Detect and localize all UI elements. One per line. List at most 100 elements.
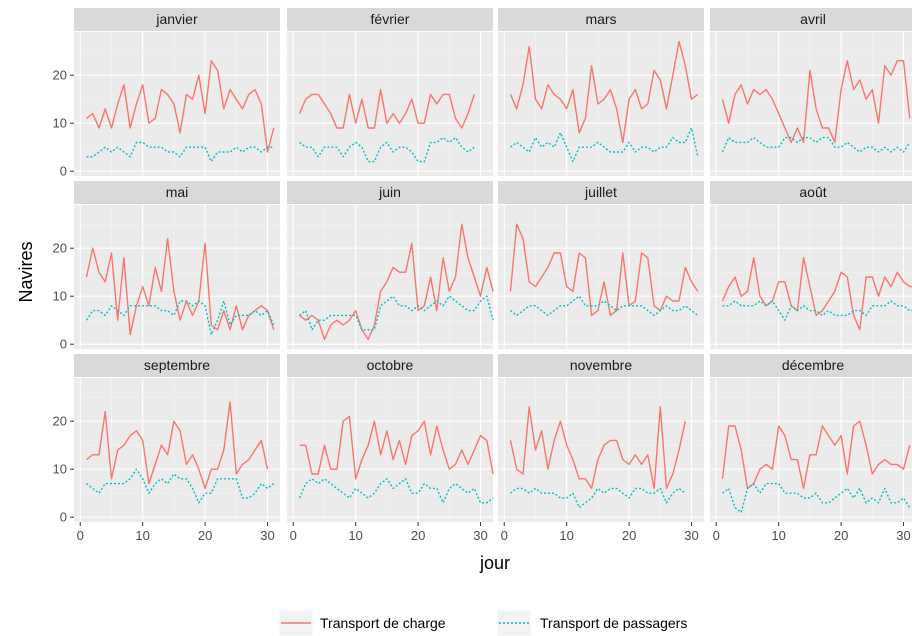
facet-avril: avril [710, 8, 912, 176]
panel-background [498, 378, 704, 522]
facet-strip [710, 354, 912, 377]
facet-strip-label: avril [800, 11, 826, 27]
y-tick-label: 10 [53, 462, 67, 477]
series-line-passagers [721, 136, 911, 153]
x-tick-label: 30 [896, 528, 910, 543]
series-line-passagers [510, 127, 699, 163]
y-tick-label: 20 [53, 414, 67, 429]
facet-strip [498, 8, 704, 31]
facet-strip [74, 354, 280, 377]
series-line-charge [509, 406, 686, 490]
series-line-charge [298, 88, 475, 129]
facet-strip [498, 354, 704, 377]
facet-strip-label: mai [166, 184, 189, 200]
series-line-charge [509, 223, 699, 317]
legend: Transport de charge Transport de passage… [278, 609, 687, 636]
facet-strip [710, 8, 912, 31]
panel-background [710, 378, 912, 522]
y-tick-label: 20 [53, 68, 67, 83]
facet-strip-label: juillet [584, 184, 617, 200]
x-tick-label: 0 [713, 528, 720, 543]
panel-background [287, 378, 493, 522]
x-tick-label: 0 [501, 528, 508, 543]
series-line-passagers [86, 468, 275, 504]
facet-strip [74, 8, 280, 31]
x-tick-label: 10 [559, 528, 573, 543]
y-tick-label: 10 [53, 116, 67, 131]
x-tick-label: 10 [135, 528, 149, 543]
y-axis-title: Navires [16, 241, 36, 302]
x-axis: 0 10 20 30 0 10 20 30 0 10 20 30 0 10 20 30 [77, 522, 911, 543]
legend-label-passagers: Transport de passagers [540, 615, 687, 631]
facet-strip-label: février [371, 11, 410, 27]
facet-strip [710, 181, 912, 204]
series-line-passagers [86, 141, 274, 163]
facet-août: août [710, 181, 912, 349]
series-line-charge [85, 237, 275, 336]
series-line-charge [721, 60, 911, 144]
x-tick-label: 0 [290, 528, 297, 543]
facet-septembre: septembre [74, 354, 280, 522]
facet-janvier: janvier [74, 8, 280, 176]
facet-strip-label: novembre [570, 357, 632, 373]
facet-juin: juin [287, 181, 494, 349]
facet-strip-label: juin [378, 184, 401, 200]
y-tick-label: 10 [53, 289, 67, 304]
y-axis: 0 10 20 0 10 20 0 10 20 [53, 68, 74, 525]
facet-strip-label: janvier [155, 11, 198, 27]
series-line-passagers [299, 295, 494, 331]
facet-strip [287, 354, 493, 377]
y-tick-label: 20 [53, 241, 67, 256]
facet-panels: janvier février mars avril mai juin juillet aoû… [74, 8, 912, 522]
series-line-charge [86, 401, 269, 490]
facet-mars: mars [498, 8, 704, 176]
legend-label-charge: Transport de charge [320, 615, 446, 631]
series-line-passagers [298, 478, 494, 504]
series-line-charge [721, 257, 912, 331]
x-tick-label: 20 [622, 528, 636, 543]
x-tick-label: 30 [473, 528, 487, 543]
facet-décembre: décembre [710, 354, 912, 522]
facet-février: février [287, 8, 493, 176]
x-tick-label: 0 [77, 528, 84, 543]
panel-background [74, 32, 280, 176]
facet-octobre: octobre [287, 354, 494, 522]
facet-strip [287, 8, 493, 31]
facet-strip-label: décembre [782, 357, 844, 373]
facet-strip-label: octobre [367, 357, 414, 373]
facet-strip-label: mars [585, 11, 616, 27]
facet-strip-label: septembre [144, 357, 210, 373]
y-tick-label: 0 [60, 337, 67, 352]
x-tick-label: 30 [684, 528, 698, 543]
facet-strip [498, 181, 704, 204]
series-line-passagers [299, 136, 475, 163]
series-line-passagers [722, 482, 911, 514]
series-line-charge [299, 415, 494, 480]
facet-juillet: juillet [498, 181, 704, 349]
facet-strip [74, 181, 280, 204]
x-tick-label: 20 [198, 528, 212, 543]
x-axis-title: jour [479, 553, 510, 573]
series-line-charge [299, 223, 494, 341]
legend-key-passagers [496, 609, 532, 636]
facet-strip [287, 181, 493, 204]
panel-background [498, 32, 704, 176]
series-line-charge [509, 40, 699, 144]
panel-background [710, 205, 912, 349]
panel-background [710, 32, 912, 176]
panel-background [74, 378, 280, 522]
facet-novembre: novembre [498, 354, 704, 522]
y-tick-label: 0 [60, 510, 67, 525]
y-tick-label: 0 [60, 164, 67, 179]
facet-mai: mai [74, 181, 280, 349]
panel-background [74, 205, 280, 349]
series-line-passagers [85, 300, 275, 336]
panel-background [498, 205, 704, 349]
x-tick-label: 20 [834, 528, 848, 543]
series-line-passagers [510, 295, 699, 317]
x-tick-label: 10 [771, 528, 785, 543]
panel-background [287, 205, 493, 349]
panel-background [287, 32, 493, 176]
series-line-charge [86, 60, 275, 153]
